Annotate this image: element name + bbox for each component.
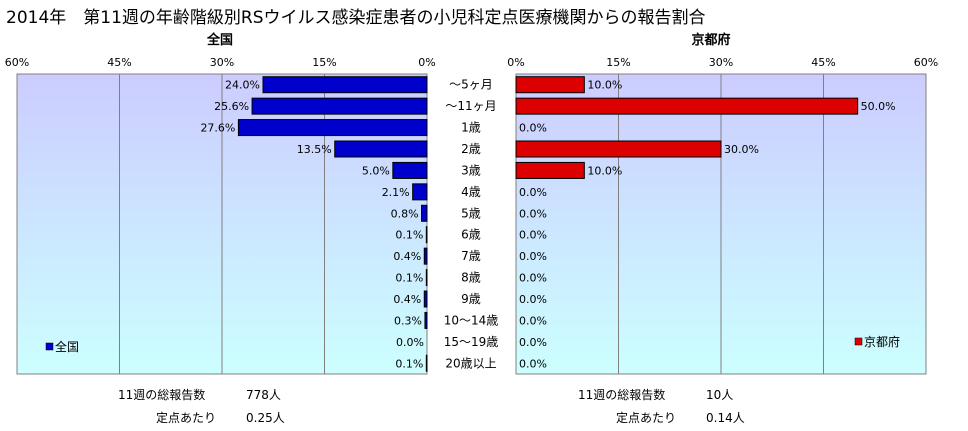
category-label: 10～14歳 [444, 313, 499, 327]
national-value-label: 27.6% [200, 122, 235, 135]
national-value-label: 0.1% [395, 229, 423, 242]
kyoto-total-value: 10人 [706, 388, 734, 402]
national-legend: 全国 [45, 339, 79, 354]
kyoto-panel-title: 京都府 [691, 32, 730, 48]
kyoto-bar [515, 140, 722, 158]
national-total-label: 11週の総報告数 [118, 388, 206, 402]
kyoto-value-label: 0.0% [519, 336, 547, 349]
national-bar [237, 119, 428, 137]
national-bar [425, 354, 428, 372]
national-x-tick-label: 0% [418, 56, 435, 69]
category-label: 5歳 [461, 206, 481, 220]
kyoto-x-tick-label: 30% [709, 56, 733, 69]
kyoto-value-label: 0.0% [519, 357, 547, 370]
kyoto-value-label: 0.0% [519, 314, 547, 327]
national-per-value: 0.25人 [246, 411, 285, 425]
kyoto-value-label: 0.0% [519, 272, 547, 285]
page-title: 2014年 第11週の年齢階級別RSウイルス感染症患者の小児科定点医療機関からの… [6, 8, 706, 28]
category-label: 15～19歳 [444, 335, 499, 349]
kyoto-legend-swatch [854, 337, 863, 346]
category-label: 2歳 [461, 142, 481, 156]
kyoto-x-tick-label: 45% [811, 56, 835, 69]
category-label: 1歳 [461, 121, 481, 135]
national-value-label: 25.6% [214, 100, 249, 113]
national-legend-label: 全国 [55, 339, 79, 354]
kyoto-per-label: 定点あたり [616, 411, 677, 425]
category-label: 4歳 [461, 185, 481, 199]
national-value-label: 0.8% [391, 207, 419, 220]
national-value-label: 5.0% [362, 164, 390, 177]
kyoto-x-tick-label: 60% [914, 56, 938, 69]
category-label: 8歳 [461, 271, 481, 285]
kyoto-value-label: 0.0% [519, 250, 547, 263]
kyoto-value-label: 30.0% [724, 143, 759, 156]
category-label: ～5ヶ月 [449, 78, 493, 92]
national-value-label: 0.3% [394, 314, 422, 327]
kyoto-value-label: 10.0% [587, 79, 622, 92]
kyoto-bar [515, 97, 859, 115]
kyoto-x-tick-label: 15% [606, 56, 630, 69]
national-x-tick-label: 60% [5, 56, 29, 69]
national-bar [421, 204, 428, 222]
kyoto-value-label: 50.0% [861, 100, 896, 113]
national-bar [425, 269, 428, 287]
national-bar [424, 311, 428, 329]
kyoto-total-label: 11週の総報告数 [578, 388, 666, 402]
national-value-label: 0.1% [395, 272, 423, 285]
national-value-label: 13.5% [297, 143, 332, 156]
kyoto-value-label: 0.0% [519, 293, 547, 306]
category-label: ～11ヶ月 [445, 99, 496, 113]
national-bar [251, 97, 428, 115]
kyoto-value-label: 0.0% [519, 186, 547, 199]
national-total-value: 778人 [246, 388, 281, 402]
kyoto-bar [515, 76, 585, 94]
national-legend-swatch [45, 342, 54, 351]
category-label: 6歳 [461, 228, 481, 242]
national-bar [425, 226, 428, 244]
kyoto-legend-label: 京都府 [864, 334, 900, 349]
kyoto-legend: 京都府 [854, 334, 900, 349]
category-label: 7歳 [461, 249, 481, 263]
category-label: 9歳 [461, 292, 481, 306]
national-per-label: 定点あたり [156, 411, 217, 425]
kyoto-value-label: 0.0% [519, 229, 547, 242]
national-bar [392, 161, 428, 179]
national-value-label: 0.4% [393, 250, 421, 263]
national-panel-title: 全国 [206, 32, 233, 48]
national-value-label: 0.0% [396, 336, 424, 349]
kyoto-value-label: 0.0% [519, 207, 547, 220]
national-bar [412, 183, 428, 201]
national-x-tick-label: 45% [107, 56, 131, 69]
national-bar [423, 247, 428, 265]
national-bar [423, 290, 428, 308]
kyoto-bar [515, 161, 585, 179]
national-value-label: 0.4% [393, 293, 421, 306]
national-x-tick-label: 30% [210, 56, 234, 69]
kyoto-per-value: 0.14人 [706, 411, 745, 425]
national-value-label: 2.1% [382, 186, 410, 199]
national-value-label: 0.1% [395, 357, 423, 370]
national-x-tick-label: 15% [312, 56, 336, 69]
category-label: 20歳以上 [445, 356, 496, 370]
national-bar [334, 140, 428, 158]
kyoto-value-label: 0.0% [519, 122, 547, 135]
national-bar [262, 76, 428, 94]
category-label: 3歳 [461, 163, 481, 177]
kyoto-value-label: 10.0% [587, 164, 622, 177]
kyoto-x-tick-label: 0% [507, 56, 524, 69]
national-value-label: 24.0% [225, 79, 260, 92]
